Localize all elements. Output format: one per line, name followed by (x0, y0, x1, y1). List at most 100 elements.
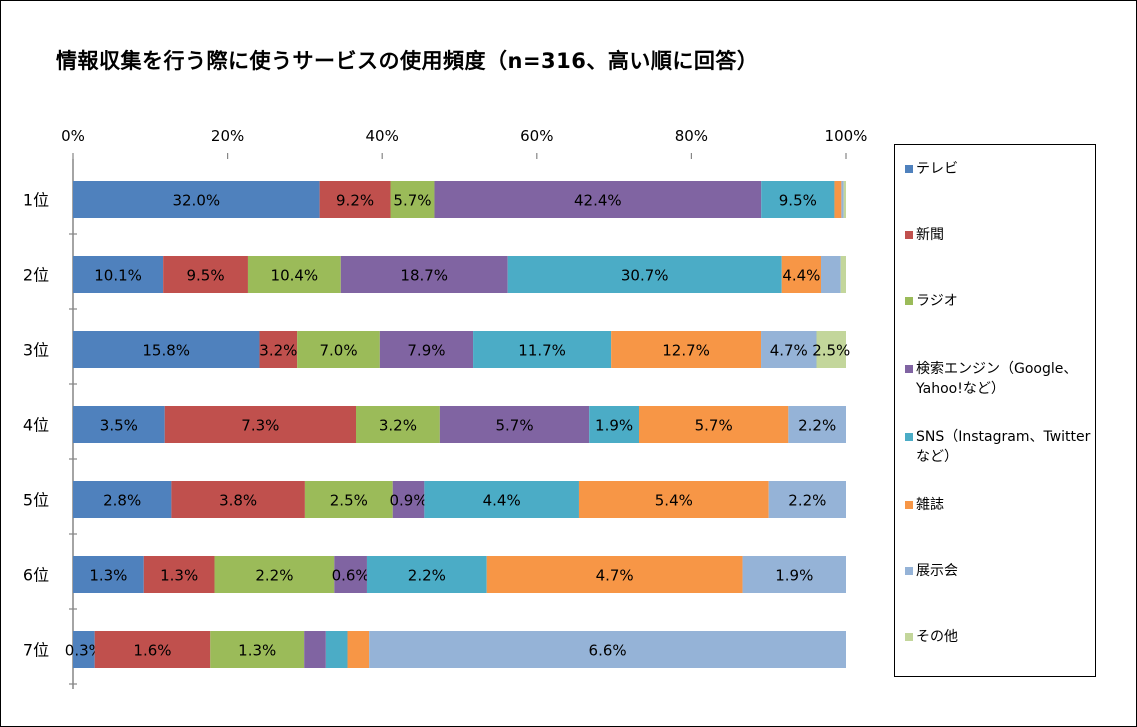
data-label: 9.5% (779, 192, 817, 210)
bar-segment (761, 331, 817, 368)
category-label: 6位 (23, 566, 49, 585)
category-label: 4位 (23, 416, 49, 435)
data-label: 5.7% (393, 192, 431, 210)
category-label: 7位 (23, 641, 49, 660)
bar-segment (347, 631, 370, 668)
legend-label: ラジオ (916, 293, 958, 309)
bar-segment (589, 406, 639, 443)
legend-item: その他 (905, 627, 1091, 647)
data-label: 11.7% (518, 342, 566, 360)
data-label: 3.2% (379, 417, 417, 435)
data-label: 1.6% (133, 642, 171, 660)
data-label: 0.6% (332, 567, 370, 585)
data-label: 2.2% (788, 492, 826, 510)
legend-swatch (905, 633, 913, 641)
bar-segment (379, 331, 474, 368)
legend-item: ラジオ (905, 291, 1091, 311)
x-tick-label: 0% (61, 127, 85, 145)
legend-label: SNS（Instagram、Twitterなど） (916, 429, 1091, 465)
data-label: 6.6% (589, 642, 627, 660)
category-label: 5位 (23, 491, 49, 510)
category-label: 3位 (23, 341, 49, 360)
data-label: 18.7% (400, 267, 448, 285)
bar-segment (834, 181, 842, 218)
bar-segment (439, 406, 590, 443)
data-label: 0.9% (389, 492, 427, 510)
legend: テレビ新聞ラジオ検索エンジン（Google、Yahoo!など） SNS（Insta… (894, 144, 1096, 677)
bar-segment (325, 631, 348, 668)
bar-segment (73, 481, 172, 518)
x-tick-label: 40% (366, 127, 399, 145)
bar-segment (369, 631, 846, 668)
legend-label: 展示会 (916, 563, 958, 579)
legend-item: テレビ (905, 159, 1091, 179)
bar-segment (73, 331, 260, 368)
category-label: 2位 (23, 266, 49, 285)
data-label: 4.7% (770, 342, 808, 360)
bar-segment (788, 406, 846, 443)
bar-segment (73, 406, 165, 443)
data-label: 2.2% (255, 567, 293, 585)
data-label: 32.0% (172, 192, 220, 210)
bar-segment (781, 256, 822, 293)
data-label: 0.3% (65, 642, 103, 660)
legend-label: 新聞 (916, 227, 944, 243)
data-label: 2.8% (103, 492, 141, 510)
bar-segment (214, 556, 335, 593)
data-label: 3.2% (259, 342, 297, 360)
bar-segment (390, 181, 435, 218)
bar-segment (73, 256, 164, 293)
legend-swatch (905, 365, 913, 373)
bar-segment (841, 181, 844, 218)
legend-item: 雑誌 (905, 495, 1091, 515)
bar-segment (143, 556, 215, 593)
bar-segment (366, 556, 487, 593)
bar-segment (611, 331, 762, 368)
bar-segment (319, 181, 391, 218)
data-label: 1.3% (89, 567, 127, 585)
legend-swatch (905, 297, 913, 305)
bar-segment (73, 181, 320, 218)
bar-segment (578, 481, 769, 518)
bar-segment (73, 556, 144, 593)
bar-segment (638, 406, 789, 443)
x-tick-label: 60% (520, 127, 553, 145)
data-label: 9.5% (186, 267, 224, 285)
legend-label: その他 (916, 629, 958, 645)
data-label: 10.1% (94, 267, 142, 285)
bar-segment (761, 181, 835, 218)
bar-segment (304, 481, 393, 518)
bar-segment (507, 256, 782, 293)
data-label: 12.7% (662, 342, 710, 360)
data-label: 7.0% (319, 342, 357, 360)
bar-segment (340, 256, 508, 293)
legend-swatch (905, 433, 913, 441)
bar-segment (297, 331, 380, 368)
data-label: 9.2% (336, 192, 374, 210)
data-label: 4.7% (596, 567, 634, 585)
legend-label: 雑誌 (916, 497, 944, 513)
data-label: 42.4% (574, 192, 622, 210)
legend-label: 検索エンジン（Google、Yahoo!など） (916, 361, 1078, 397)
bar-segment (259, 331, 298, 368)
bar-segment (163, 256, 248, 293)
data-label: 1.9% (775, 567, 813, 585)
legend-item: SNS（Instagram、Twitterなど） (905, 427, 1091, 467)
bar-segment (73, 631, 95, 668)
legend-item: 検索エンジン（Google、Yahoo!など） (905, 359, 1091, 399)
bar-segment (840, 256, 846, 293)
data-label: 7.3% (241, 417, 279, 435)
bar-segment (816, 331, 846, 368)
bar-segment (434, 181, 762, 218)
legend-label: テレビ (916, 161, 958, 177)
data-label: 10.4% (271, 267, 319, 285)
legend-swatch (905, 165, 913, 173)
bar-segment (424, 481, 579, 518)
data-label: 5.4% (655, 492, 693, 510)
chart-title: 情報収集を行う際に使うサービスの使用頻度（n=316、高い順に回答） (56, 49, 759, 73)
data-label: 2.2% (798, 417, 836, 435)
data-label: 2.5% (330, 492, 368, 510)
bar-segment (355, 406, 440, 443)
